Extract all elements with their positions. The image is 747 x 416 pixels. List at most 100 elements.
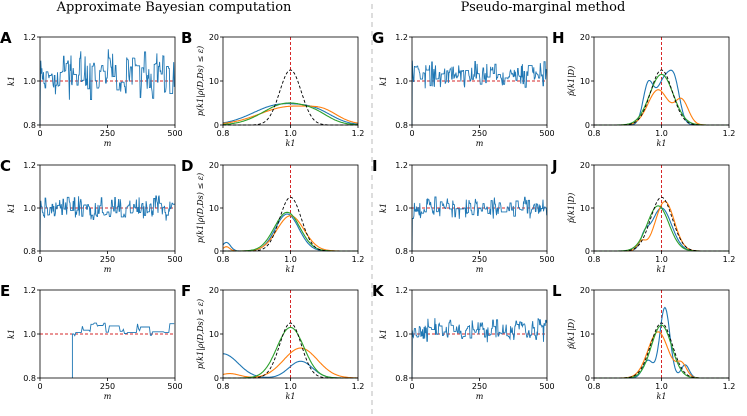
y-tick-label: 20 bbox=[580, 33, 590, 42]
y-tick-label: 20 bbox=[580, 286, 590, 295]
y-tick-label: 0.8 bbox=[395, 121, 408, 130]
density-curve-blue bbox=[594, 207, 729, 252]
mcmc-trace bbox=[39, 195, 176, 252]
panel-label: A bbox=[0, 29, 12, 47]
axes-frame bbox=[593, 164, 730, 252]
x-axis-label: m bbox=[104, 139, 112, 148]
y-tick-label: 10 bbox=[209, 204, 219, 213]
axes-frame bbox=[411, 36, 548, 126]
density-curve-orange bbox=[222, 105, 359, 124]
y-axis-label: p̂(k1|D) bbox=[567, 319, 576, 349]
x-tick-label: 500 bbox=[167, 129, 182, 138]
panel-grid: A 0 250 500 0.8 1.0 1.2 m k1 C 0 250 500 0.8 1.0 1.2 m k1… bbox=[0, 29, 735, 401]
y-tick-label: 1.0 bbox=[395, 204, 408, 213]
y-tick-label: 0.8 bbox=[23, 121, 36, 130]
y-tick-label: 0.8 bbox=[395, 247, 408, 256]
x-tick-label: 1.0 bbox=[284, 382, 297, 391]
mcmc-trace bbox=[411, 196, 548, 252]
axes-frame bbox=[593, 36, 730, 126]
panel-a: A 0 250 500 0.8 1.0 1.2 m k1 bbox=[0, 29, 183, 148]
x-tick-label: 0 bbox=[37, 382, 42, 391]
panel-label: G bbox=[372, 29, 384, 47]
axes-frame bbox=[411, 164, 548, 252]
panel-label: I bbox=[372, 157, 378, 175]
y-axis-label: k1 bbox=[379, 329, 388, 339]
x-tick-label: 0.8 bbox=[588, 129, 601, 138]
x-tick-label: 1.2 bbox=[723, 129, 736, 138]
y-tick-label: 1.0 bbox=[395, 330, 408, 339]
y-tick-label: 1.2 bbox=[23, 286, 36, 295]
x-tick-label: 0 bbox=[37, 129, 42, 138]
x-axis-label: m bbox=[104, 392, 112, 401]
y-tick-label: 1.2 bbox=[23, 33, 36, 42]
y-tick-label: 20 bbox=[209, 286, 219, 295]
x-axis-label: m bbox=[476, 265, 484, 274]
x-tick-label: 0 bbox=[409, 129, 414, 138]
x-tick-label: 1.2 bbox=[352, 255, 365, 264]
y-tick-label: 0.8 bbox=[395, 374, 408, 383]
panel-label: L bbox=[552, 282, 562, 300]
y-axis-label: p(k1|ρ(D,Ds) ≤ ε) bbox=[196, 299, 205, 369]
panel-c: C 0 250 500 0.8 1.0 1.2 m k1 bbox=[0, 157, 183, 274]
axes-frame bbox=[39, 164, 176, 252]
x-tick-label: 0.8 bbox=[588, 382, 601, 391]
y-tick-label: 1.2 bbox=[395, 33, 408, 42]
panel-label: C bbox=[0, 157, 11, 175]
axes-frame bbox=[222, 164, 359, 252]
axes-frame bbox=[222, 289, 359, 379]
x-tick-label: 250 bbox=[100, 382, 115, 391]
x-tick-label: 500 bbox=[167, 382, 182, 391]
x-tick-label: 1.2 bbox=[723, 255, 736, 264]
y-tick-label: 1.0 bbox=[23, 330, 36, 339]
y-tick-label: 1.0 bbox=[23, 77, 36, 86]
panel-label: J bbox=[551, 157, 558, 175]
x-tick-label: 1.2 bbox=[723, 382, 736, 391]
x-axis-label: m bbox=[476, 392, 484, 401]
panel-h: H 0.8 1.0 1.2 0 10 20 k1 p̂(k1|D) bbox=[552, 29, 735, 148]
x-tick-label: 0.8 bbox=[217, 382, 230, 391]
panel-f: F 0.8 1.0 1.2 0 10 20 k1 p(k1|ρ(D,Ds) ≤ ε) bbox=[181, 282, 364, 401]
panel-label: K bbox=[372, 282, 385, 300]
y-tick-label: 1.2 bbox=[395, 161, 408, 170]
y-tick-label: 0 bbox=[585, 247, 590, 256]
x-tick-label: 0 bbox=[409, 382, 414, 391]
mcmc-trace bbox=[411, 60, 547, 126]
y-tick-label: 20 bbox=[209, 161, 219, 170]
y-tick-label: 10 bbox=[580, 330, 590, 339]
panel-k: K 0 250 500 0.8 1.0 1.2 m k1 bbox=[372, 282, 555, 401]
panel-label: H bbox=[552, 29, 565, 47]
density-curve-orange bbox=[222, 347, 358, 379]
x-axis-label: k1 bbox=[657, 139, 667, 148]
x-tick-label: 250 bbox=[100, 255, 115, 264]
panel-l: L 0.8 1.0 1.2 0 10 20 k1 p̂(k1|D) bbox=[552, 282, 735, 401]
y-tick-label: 0 bbox=[585, 121, 590, 130]
panel-j: J 0.8 1.0 1.2 0 10 20 k1 p̂(k1|D) bbox=[551, 157, 735, 274]
x-tick-label: 1.0 bbox=[284, 129, 297, 138]
y-tick-label: 1.2 bbox=[395, 286, 408, 295]
axes-frame bbox=[39, 289, 176, 379]
y-tick-label: 1.2 bbox=[23, 161, 36, 170]
axes-frame bbox=[222, 36, 359, 126]
panel-e: E 0 250 500 0.8 1.0 1.2 m k1 bbox=[0, 282, 183, 401]
x-tick-label: 1.2 bbox=[352, 382, 365, 391]
x-tick-label: 1.0 bbox=[655, 255, 668, 264]
y-tick-label: 0.8 bbox=[23, 247, 36, 256]
panel-label: D bbox=[181, 157, 193, 175]
mcmc-trace bbox=[411, 318, 548, 379]
x-tick-label: 250 bbox=[472, 382, 487, 391]
mcmc-trace bbox=[39, 49, 175, 126]
y-axis-label: p(k1|ρ(D,Ds) ≤ ε) bbox=[196, 46, 205, 116]
y-tick-label: 1.0 bbox=[395, 77, 408, 86]
x-axis-label: k1 bbox=[657, 265, 667, 274]
x-tick-label: 1.0 bbox=[284, 255, 297, 264]
x-tick-label: 0 bbox=[37, 255, 42, 264]
y-tick-label: 1.0 bbox=[23, 204, 36, 213]
x-axis-label: k1 bbox=[286, 139, 296, 148]
x-axis-label: k1 bbox=[286, 265, 296, 274]
x-tick-label: 250 bbox=[472, 129, 487, 138]
y-tick-label: 0 bbox=[214, 247, 219, 256]
y-tick-label: 0.8 bbox=[23, 374, 36, 383]
x-tick-label: 250 bbox=[472, 255, 487, 264]
y-tick-label: 0 bbox=[214, 374, 219, 383]
